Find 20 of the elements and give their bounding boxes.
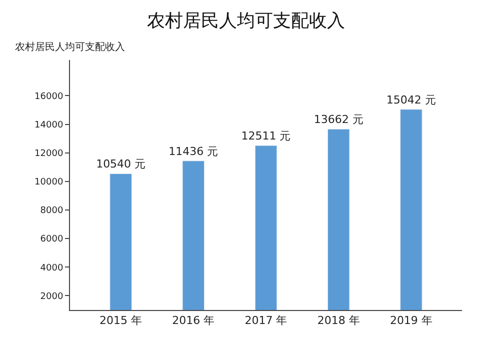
y-tick-label: 2000 bbox=[40, 292, 64, 302]
x-tick-label: 2016 年 bbox=[172, 314, 215, 328]
y-tick-label: 16000 bbox=[34, 92, 64, 102]
y-tick-label: 8000 bbox=[40, 206, 64, 216]
y-axis-title: 农村居民人均可支配收入 bbox=[15, 41, 125, 53]
x-tick-label: 2017 年 bbox=[244, 314, 288, 328]
data-label: 11436 元 bbox=[168, 144, 218, 158]
data-label: 15042 元 bbox=[386, 93, 436, 106]
y-tick-label: 14000 bbox=[34, 120, 64, 130]
data-label: 13662 元 bbox=[314, 113, 364, 126]
y-tick-label: 10000 bbox=[34, 178, 64, 188]
data-label: 12511 元 bbox=[241, 130, 291, 143]
x-tick-label: 2019 年 bbox=[390, 314, 432, 328]
x-tick-label: 2015 年 bbox=[100, 314, 142, 328]
x-tick-label: 2018 年 bbox=[317, 314, 360, 328]
y-tick-label: 4000 bbox=[40, 263, 64, 274]
y-tick-label: 6000 bbox=[40, 234, 64, 245]
chart-title: 农村居民人均可支配收入 bbox=[147, 10, 345, 32]
y-tick-label: 12000 bbox=[34, 149, 64, 160]
data-label: 10540 元 bbox=[96, 158, 146, 171]
